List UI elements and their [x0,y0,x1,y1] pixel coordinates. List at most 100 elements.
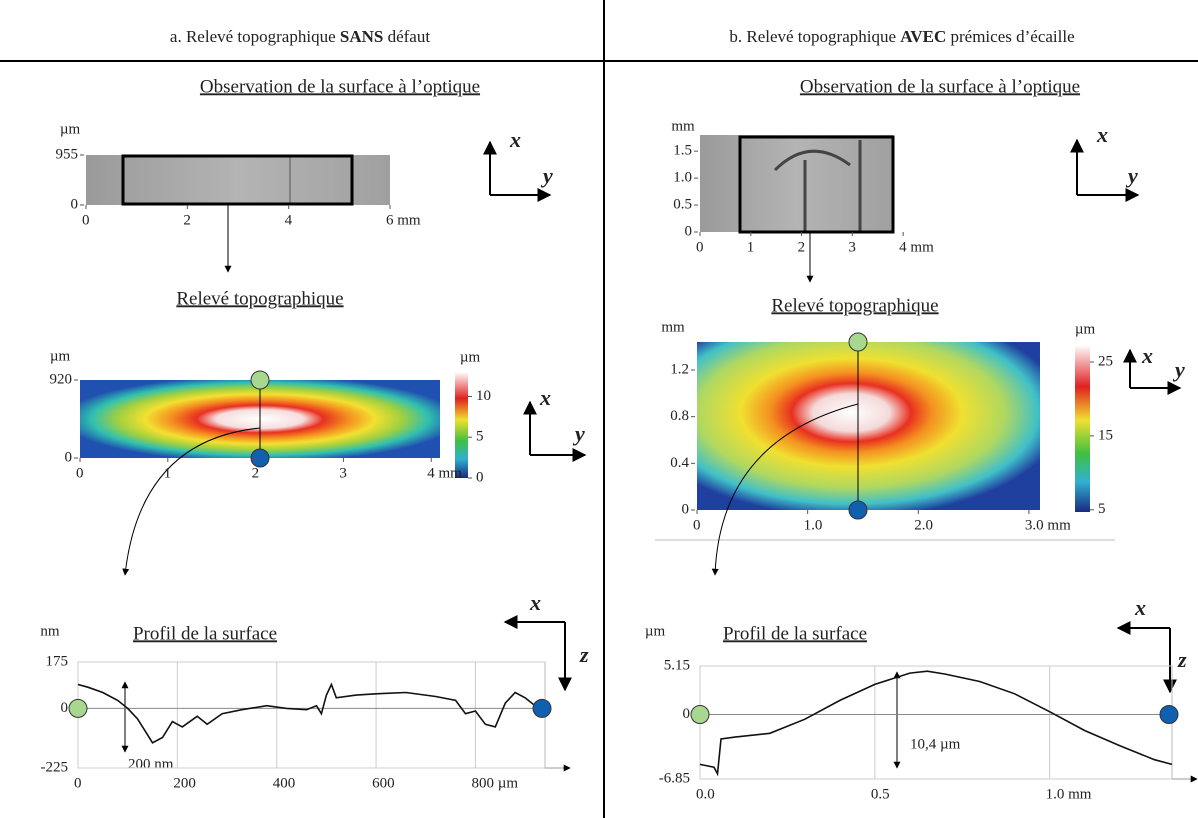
x-tick-label: 2 [183,212,191,228]
x-tick-label: 600 [372,775,395,791]
x-tick-label: 4 mm [427,465,462,481]
y-tick-label: 0.4 [670,455,689,471]
vector-label: y [1172,357,1185,382]
heading: Observation de la surface à l’optique [800,76,1080,97]
selection-box [738,135,895,234]
y-tick-label: -6.85 [659,770,690,786]
heading: Profil de la surface [133,623,277,644]
y-tick-label: 0 [61,700,69,716]
vector-label: z [579,642,589,667]
y-tick-label: 920 [50,371,73,387]
y-tick-label: 0.5 [673,196,692,212]
y-tick-label: 0 [685,223,693,239]
vector-label: y [572,421,585,446]
x-tick-label: 6 mm [386,212,421,228]
y-tick-label: 0 [65,449,73,465]
y-tick-label: 0 [682,501,690,517]
start-point [848,332,868,352]
colorbar [1075,345,1090,512]
x-tick-label: 0.0 [696,786,715,802]
y-tick-label: 1.5 [673,143,692,159]
x-tick-label: 200 [173,775,196,791]
profile-curve [699,670,1173,777]
x-tick-label: 800 µm [471,775,518,791]
start-point [250,370,270,390]
x-tick-label: 400 [273,775,296,791]
end-point [532,698,552,718]
x-tick-label: 1.0 mm [1046,786,1092,802]
x-tick-label: 0 [74,775,82,791]
plot-frame [699,665,1173,780]
y-tick-label: 5.15 [664,657,690,673]
x-tick-label: 0 [76,465,84,481]
heading: Profil de la surface [723,623,867,644]
heatmap [697,342,1040,510]
y-tick-label: -225 [41,759,69,775]
end-point [1159,704,1179,724]
x-tick-label: 0.5 [871,786,890,802]
end-point [250,448,270,468]
heading: Relevé topographique [771,295,938,316]
y-tick-label: 0.8 [670,408,689,424]
panel-title: b. Relevé topographique AVEC prémices d’… [729,27,1074,46]
colorbar [455,372,468,478]
vector-label: z [1177,647,1187,672]
y-tick-label: 10 [476,388,491,404]
optical-image [86,155,390,205]
axis-unit: µm [50,348,71,364]
curved-arrow [122,427,261,576]
profile-curve [77,682,536,744]
x-tick-label: 0 [82,212,90,228]
x-tick-label: 0 [696,239,704,255]
vector-label: y [1125,163,1138,188]
axis-unit: µm [60,121,81,137]
x-tick-label: 1.0 [804,517,823,533]
x-tick-label: 2 [798,239,806,255]
end-point [848,500,868,520]
y-tick-label: 1.2 [670,361,689,377]
vector-label: y [540,163,553,188]
x-tick-label: 2.0 [914,517,933,533]
start-point [68,698,88,718]
start-point [690,704,710,724]
x-tick-label: 4 [285,212,293,228]
colorbar-unit: µm [460,349,481,365]
x-tick-label: 3 [848,239,856,255]
axis-unit: µm [645,623,666,639]
vector-label: x [1096,122,1108,147]
y-tick-label: 955 [56,146,79,162]
vector-label: x [1134,595,1146,620]
colorbar-unit: µm [1075,321,1096,337]
vector-label: x [539,385,551,410]
x-tick-label: 1 [747,239,755,255]
annotation: 200 nm [128,756,174,772]
vector-labels: x y x y x z x y x y x z [509,122,1187,672]
panel-title: a. Relevé topographique SANS défaut [170,27,430,46]
defect [773,140,862,232]
y-tick-label: 5 [476,429,484,445]
y-tick-label: 0 [476,469,484,485]
x-tick-label: 0 [693,517,701,533]
axis-unit: mm [661,319,685,335]
vector-label: x [529,590,541,615]
y-tick-label: 25 [1098,353,1113,369]
heading: Relevé topographique [176,288,343,309]
y-tick-label: 5 [1098,501,1106,517]
vector-label: x [1141,343,1153,368]
axis-unit: mm [671,118,695,134]
axes-icon [483,138,1182,694]
curved-arrow [711,403,859,576]
selection-box [121,154,354,206]
y-tick-label: 0 [683,706,691,722]
heading: Observation de la surface à l’optique [200,76,480,97]
annotation: 10,4 µm [910,736,961,752]
x-tick-label: 4 mm [899,239,934,255]
x-tick-label: 3 [339,465,347,481]
y-tick-label: 0 [71,196,79,212]
axis-unit: nm [40,623,60,639]
y-tick-label: 1.0 [673,170,692,186]
x-tick-label: 2 [252,465,259,481]
y-tick-label: 15 [1098,427,1113,443]
x-tick-label: 1 [164,465,172,481]
